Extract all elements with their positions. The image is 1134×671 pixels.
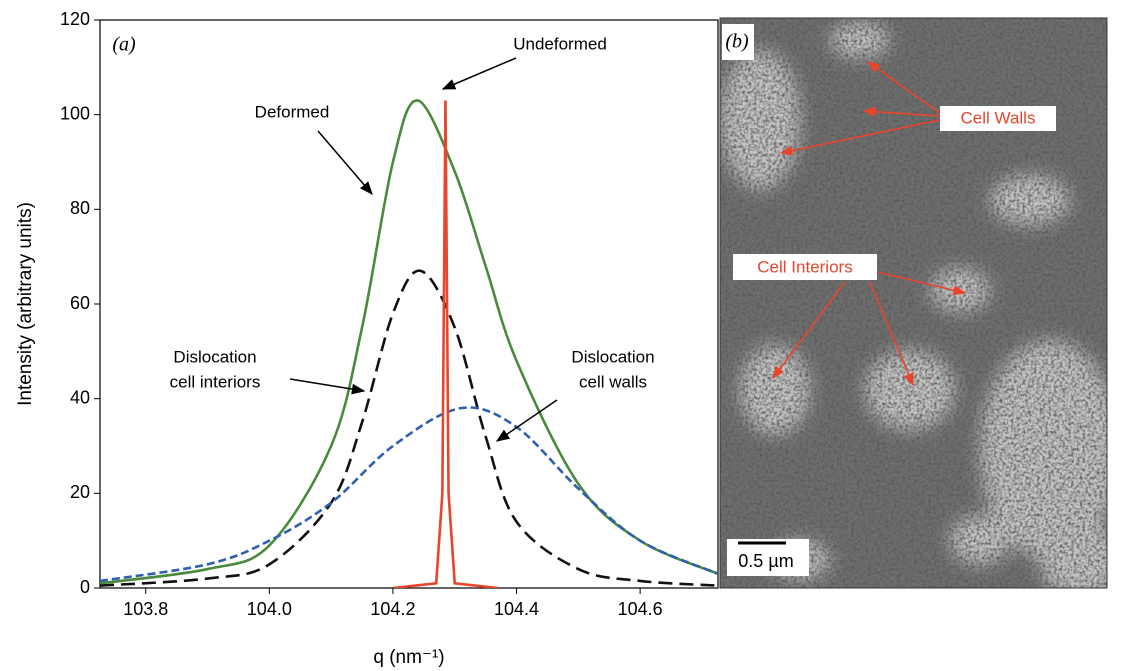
annotation-arrow [441,57,517,90]
line-series [100,406,718,583]
y-tick-label: 20 [70,482,90,502]
line-series [100,99,718,585]
y-tick-label: 100 [60,103,90,123]
annotation-arrow [289,378,366,395]
annotation: Deformed [255,102,330,121]
x-axis-label: q (nm⁻¹) [373,647,444,668]
scale-bar-label: 0.5 µm [738,551,793,571]
x-tick-label: 104.0 [247,599,292,619]
y-tick-label: 120 [60,9,90,29]
panel-b-labels: (b) Cell Walls Cell Interiors 0.5 µm [722,24,1056,576]
annotation: cell walls [579,372,647,391]
line-series [100,269,718,587]
y-axis-label: Intensity (arbitrary units) [15,202,36,406]
image-label: Cell Interiors [757,257,852,276]
y-tick-label: 40 [70,387,90,407]
annotation: Dislocation [571,347,654,366]
line-series [392,100,499,588]
annotation: Undeformed [513,34,607,53]
panel-label: (b) [725,31,749,53]
x-tick-label: 104.6 [618,599,663,619]
annotation: cell interiors [170,372,261,391]
annotation-arrow [317,130,373,196]
y-tick-label: 0 [80,577,90,597]
image-label: Cell Walls [961,108,1036,127]
x-tick-label: 103.8 [123,599,168,619]
arrows [772,61,967,387]
x-tick-label: 104.4 [494,599,539,619]
annotation: Dislocation [173,347,256,366]
panel-label: (a) [112,34,136,56]
annotation-arrow [495,399,558,442]
x-tick-label: 104.2 [370,599,415,619]
y-tick-label: 60 [70,293,90,313]
plot-lines [100,99,718,588]
micrograph [720,18,1107,588]
y-tick-label: 80 [70,198,90,218]
